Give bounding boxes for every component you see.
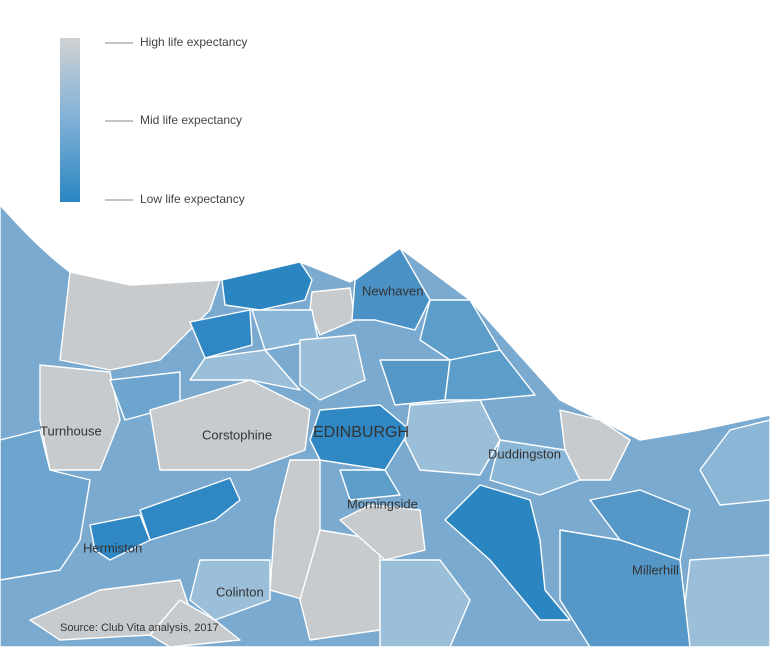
region [339, 504, 426, 561]
place-label: Turnhouse [40, 423, 102, 438]
legend-label: Mid life expectancy [140, 113, 242, 127]
place-label: Duddingston [488, 446, 561, 461]
region [189, 349, 301, 391]
region [489, 439, 581, 496]
region [89, 514, 151, 561]
place-label: Corstophine [202, 427, 272, 442]
legend-label: Low life expectancy [140, 192, 245, 206]
region [559, 529, 691, 647]
region [189, 309, 253, 359]
place-label: Hermiston [83, 540, 142, 555]
region [589, 489, 691, 561]
region [699, 419, 770, 506]
region [444, 484, 571, 621]
region [221, 261, 313, 311]
region [679, 554, 770, 647]
region [404, 399, 501, 476]
place-label: Newhaven [362, 283, 423, 298]
place-label: Millerhill [632, 562, 679, 577]
place-labels: Newhaven Turnhouse Corstophine EDINBURGH… [40, 283, 679, 599]
regions [0, 204, 770, 647]
region [444, 349, 536, 401]
region [59, 271, 221, 371]
legend: High life expectancy Mid life expectancy… [60, 35, 247, 206]
region [339, 469, 401, 501]
region [379, 559, 471, 647]
legend-gradient [60, 38, 80, 202]
region [309, 287, 356, 336]
place-label: Morningside [347, 496, 418, 511]
region [0, 429, 91, 581]
region [189, 559, 271, 621]
place-label: EDINBURGH [313, 424, 409, 441]
legend-label: High life expectancy [140, 35, 247, 49]
region [351, 247, 431, 331]
source-note: Source: Club Vita analysis, 2017 [60, 622, 219, 634]
place-label: Colinton [216, 584, 264, 599]
region [299, 334, 366, 401]
region [149, 599, 241, 647]
region [39, 364, 121, 471]
